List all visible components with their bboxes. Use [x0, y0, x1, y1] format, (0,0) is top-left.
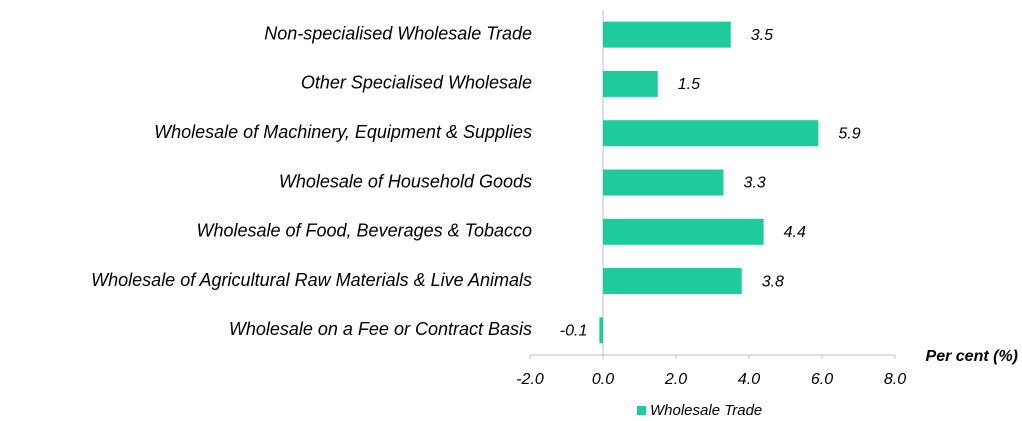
- x-tick-label: 6.0: [811, 371, 833, 388]
- value-label: -0.1: [560, 323, 588, 340]
- legend-label: Wholesale Trade: [650, 402, 762, 419]
- bar: [603, 218, 764, 245]
- value-label: 3.3: [743, 175, 765, 192]
- category-label: Wholesale of Food, Beverages & Tobacco: [196, 221, 532, 241]
- x-axis-label: Per cent (%): [926, 348, 1018, 365]
- category-label: Wholesale of Machinery, Equipment & Supp…: [154, 122, 532, 142]
- value-label: 1.5: [678, 76, 700, 93]
- bar: [603, 169, 724, 196]
- x-tick-label: 8.0: [884, 371, 906, 388]
- bar: [603, 268, 742, 295]
- value-label: 5.9: [838, 125, 860, 142]
- category-label: Non-specialised Wholesale Trade: [264, 23, 532, 43]
- x-tick-label: -2.0: [516, 371, 544, 388]
- category-label: Wholesale on a Fee or Contract Basis: [229, 319, 532, 339]
- bar: [603, 70, 658, 97]
- category-label: Other Specialised Wholesale: [301, 73, 532, 93]
- category-label: Wholesale of Agricultural Raw Materials …: [91, 270, 532, 290]
- value-label: 4.4: [784, 224, 806, 241]
- bar: [603, 21, 731, 48]
- legend-swatch: [637, 406, 646, 415]
- bar: [599, 317, 603, 344]
- value-label: 3.8: [762, 273, 784, 290]
- x-tick-label: 4.0: [738, 371, 760, 388]
- bar: [603, 120, 819, 147]
- value-label: 3.5: [751, 27, 773, 44]
- category-label: Wholesale of Household Goods: [279, 171, 532, 191]
- x-tick-label: 0.0: [592, 371, 614, 388]
- x-tick-label: 2.0: [664, 371, 687, 388]
